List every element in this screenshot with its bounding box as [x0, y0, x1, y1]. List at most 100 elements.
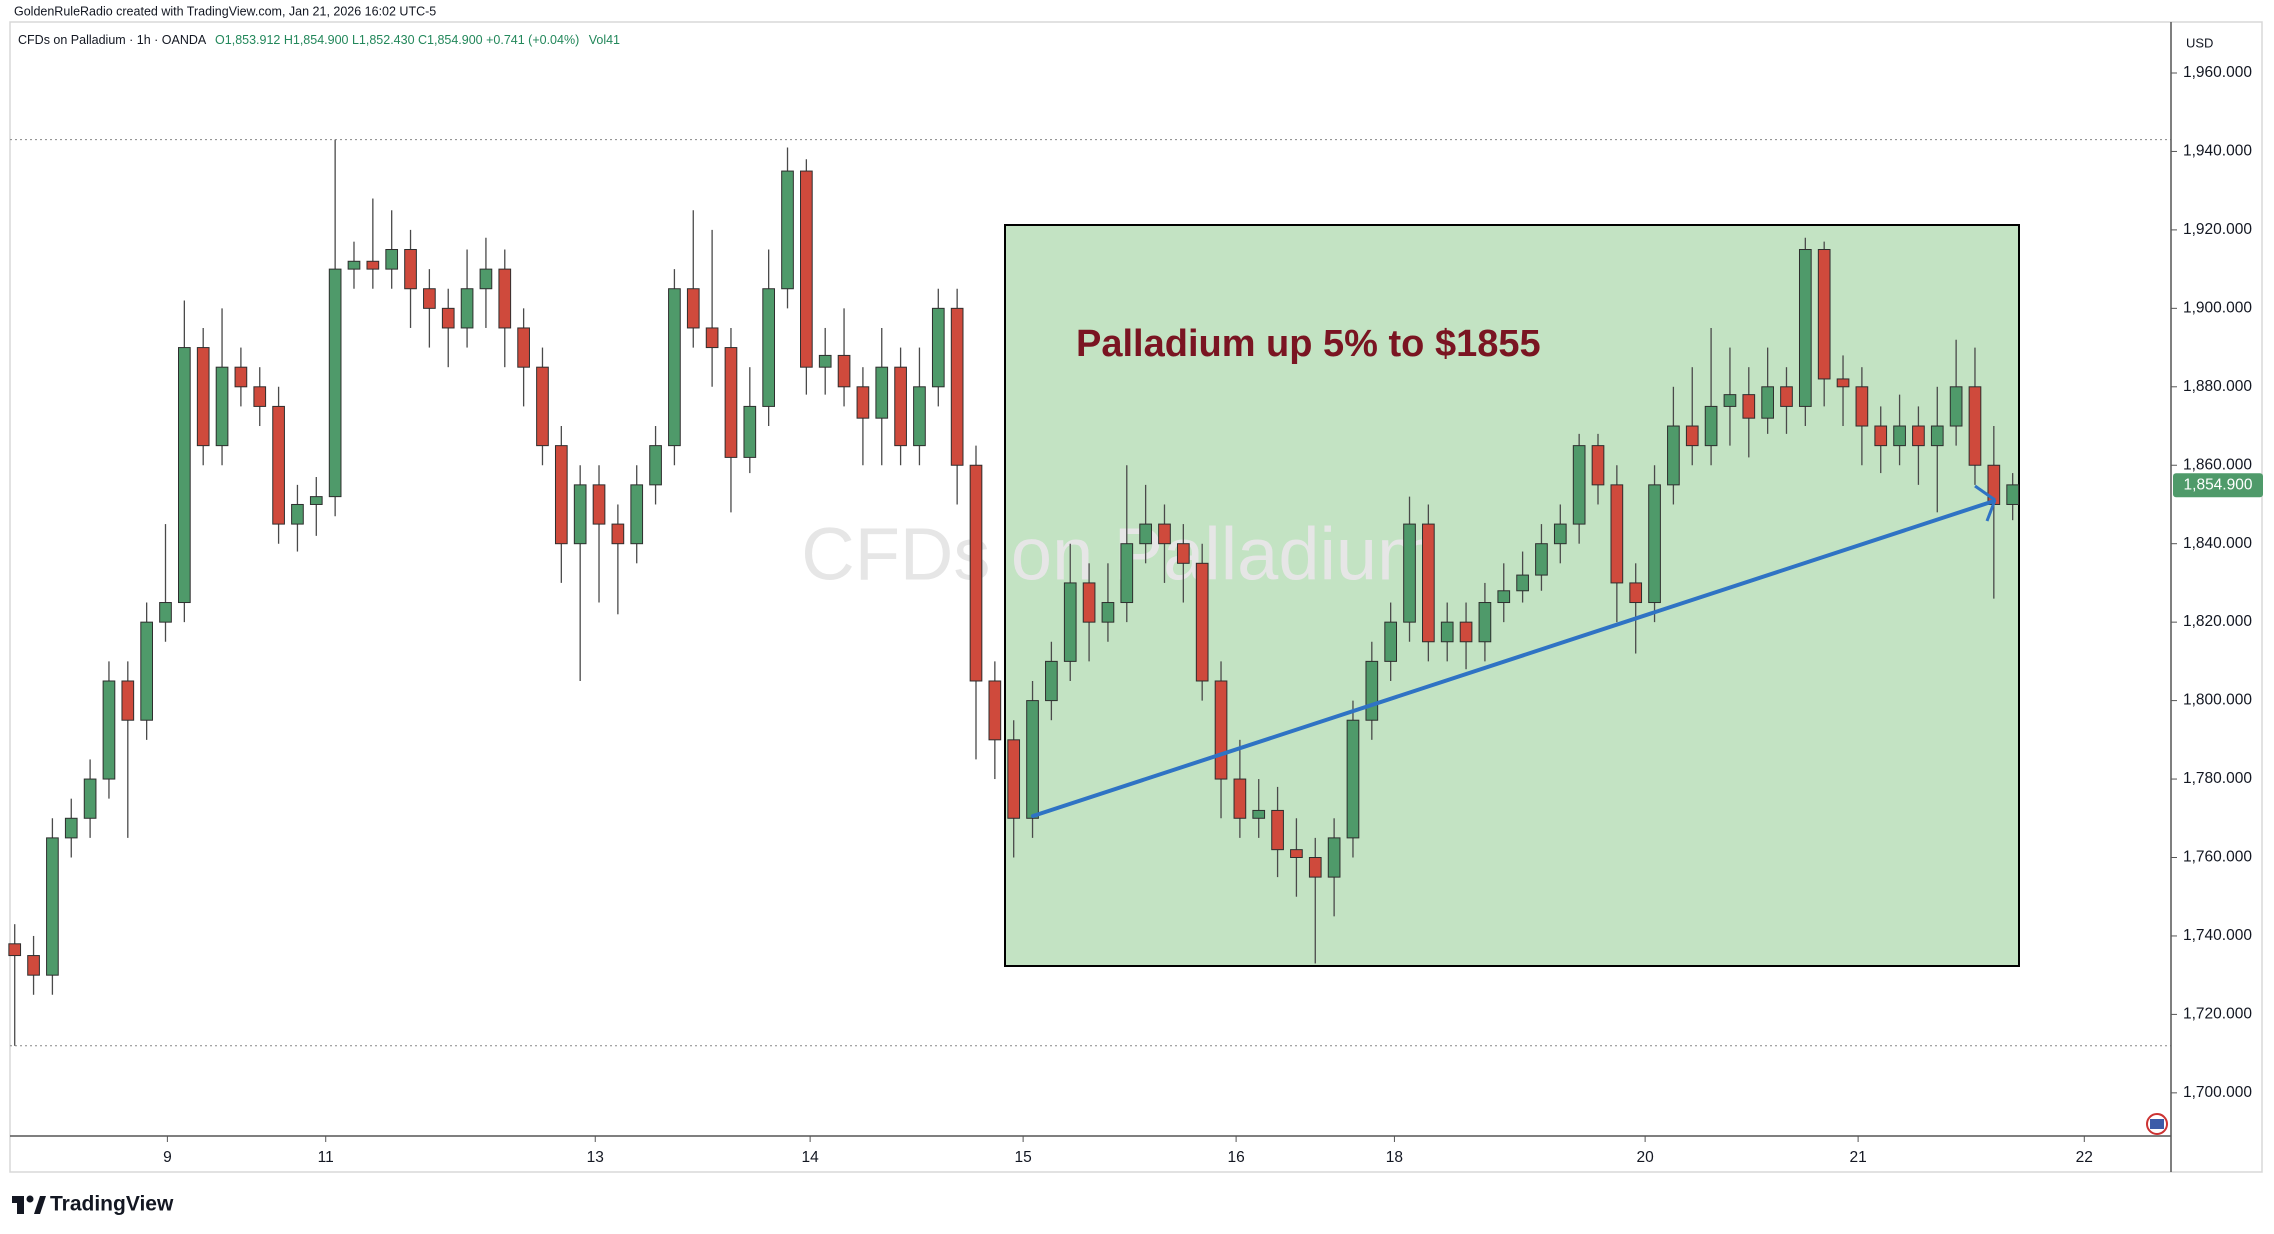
candle-body [366, 260, 380, 270]
candle-body [856, 386, 870, 419]
candle-body [1591, 445, 1605, 486]
candle-body [234, 366, 248, 388]
candle-body [1403, 523, 1416, 623]
candle-body [1667, 425, 1680, 486]
candle-body [1214, 680, 1228, 780]
candle-body [272, 405, 285, 525]
candle-body [1422, 523, 1435, 643]
background-layer: CFDs on Palladium [10, 139, 2171, 1047]
x-tick-label: 14 [802, 1149, 820, 1166]
candle-body [1233, 778, 1247, 819]
candle-body [1195, 562, 1209, 682]
trend-arrow [1985, 499, 1997, 522]
candle-body [1553, 523, 1567, 545]
candle-body [611, 523, 625, 545]
candle-body [253, 386, 267, 407]
candle-body [1742, 394, 1756, 419]
candle-body [102, 680, 116, 780]
candle-body [1440, 621, 1454, 643]
y-tick-label: 1,920.000 [2183, 221, 2252, 238]
candle-body [781, 170, 794, 290]
candle-body [705, 327, 719, 349]
candle-body [1874, 425, 1888, 447]
footer-logo: TradingView [50, 1193, 174, 1216]
candle-body [1780, 386, 1793, 407]
candle-body [592, 484, 606, 525]
logo [12, 1195, 46, 1214]
candle-body [1459, 621, 1473, 643]
candle-body [969, 464, 983, 682]
ohlc: O1,853.912 H1,854.900 L1,852.430 C1,854.… [215, 33, 579, 47]
candle-body [818, 354, 832, 368]
candle-body [931, 307, 945, 388]
candle-body [423, 288, 436, 309]
candle-body [950, 307, 964, 466]
candle-body [1648, 484, 1661, 604]
candle-body [1817, 249, 1831, 380]
y-tick-label: 1,800.000 [2183, 692, 2252, 709]
highlight-box [1004, 224, 2020, 967]
candle-body [121, 680, 135, 721]
candle-body [1968, 386, 1982, 466]
candle-body [573, 484, 587, 545]
y-tick-label: 1,780.000 [2183, 770, 2252, 787]
candle-body [1365, 660, 1379, 721]
x-tick-label: 16 [1227, 1149, 1244, 1166]
x-tick-label: 9 [163, 1149, 172, 1166]
trend-line [1031, 499, 1996, 818]
candle-body [875, 366, 889, 419]
candle-body [498, 268, 512, 329]
candle-body [46, 837, 59, 976]
candle-body [1139, 523, 1152, 545]
candle-body [1308, 857, 1322, 878]
logo-mark [17, 1196, 24, 1214]
candle-body [536, 366, 549, 447]
candle-body [1610, 484, 1624, 584]
candle-body [1252, 809, 1266, 819]
candle-body [724, 347, 738, 458]
candle-body [347, 260, 361, 270]
candle-body [479, 268, 493, 290]
y-tick-label: 1,880.000 [2183, 378, 2252, 395]
candle-body [2006, 484, 2020, 505]
last-price-label: 1,854.900 [2184, 476, 2253, 493]
candle-body [1685, 425, 1699, 447]
y-tick-label: 1,820.000 [2183, 613, 2252, 630]
candle-body [1346, 719, 1360, 839]
candle-body [196, 347, 210, 447]
candle-body [178, 347, 191, 604]
y-tick-label: 1,700.000 [2183, 1084, 2252, 1101]
candle-body [1516, 574, 1529, 592]
legend-line: CFDs on Palladium · 1h · OANDA O1,853.91… [18, 33, 620, 47]
candle-body [1384, 621, 1398, 662]
candle-body [1478, 602, 1492, 643]
candle-body [309, 496, 323, 505]
candle-body [894, 366, 907, 447]
x-tick-label: 20 [1636, 1149, 1654, 1166]
candle-body [404, 249, 417, 290]
currency: USD [2186, 35, 2213, 50]
y-tick-label: 1,760.000 [2183, 849, 2252, 866]
candle-body [1798, 249, 1812, 407]
candle-body [1949, 386, 1963, 427]
candle-body [291, 503, 304, 525]
x-tick-label: 15 [1014, 1149, 1031, 1166]
candle-body [1327, 837, 1341, 878]
candle-body [441, 307, 455, 329]
candle-body [517, 327, 530, 368]
candle-body [1572, 445, 1586, 525]
candle-body [1836, 378, 1850, 388]
candle-body [140, 621, 153, 721]
candle-body [8, 943, 22, 957]
candle-body [1535, 543, 1548, 576]
candle-body [1930, 425, 1944, 447]
candle-body [1629, 582, 1643, 604]
candle-body [1176, 543, 1190, 564]
x-tick-label: 21 [1849, 1149, 1866, 1166]
symbol: CFDs on Palladium · 1h · OANDA [18, 33, 207, 47]
y-tick-label: 1,720.000 [2183, 1005, 2252, 1022]
candle-body [1497, 590, 1511, 604]
candle-body [1101, 602, 1115, 623]
y-tick-label: 1,940.000 [2183, 143, 2252, 160]
candle-body [686, 288, 700, 329]
